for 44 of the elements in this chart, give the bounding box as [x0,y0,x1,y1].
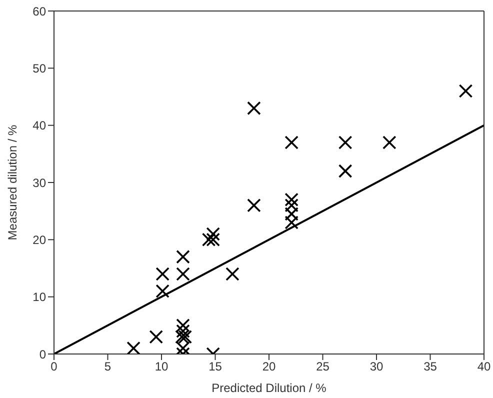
x-tick-label: 5 [104,360,112,374]
x-tick-label: 30 [370,360,384,374]
point [338,136,352,150]
y-tick-label: 30 [32,176,46,190]
x-tick-label: 20 [262,360,276,374]
point [284,198,298,212]
point [156,267,170,281]
y-tick-label: 60 [32,4,46,18]
x-tick-label: 15 [208,360,222,374]
point [126,341,140,354]
point [226,267,240,281]
point [284,192,298,207]
x-tick-label: 35 [424,360,438,374]
point [206,232,220,247]
y-tick-label: 10 [32,290,46,304]
point [176,318,190,332]
point [382,136,396,150]
y-tick-label: 20 [32,232,46,247]
x-axis-title: Predicted Dilution / % [212,381,327,395]
point [284,207,298,221]
point [206,227,220,241]
point [156,284,170,298]
point [149,330,164,344]
point [247,101,261,116]
point [176,250,190,264]
point [175,330,189,344]
point [176,324,190,338]
y-tick-label: 40 [32,118,46,133]
point [458,84,473,98]
point [284,216,298,230]
y-axis-title: Measured dilution / % [5,124,20,240]
point [202,232,216,247]
y-tick-label: 50 [32,61,46,76]
point [338,164,352,178]
x-tick-label: 40 [477,360,491,374]
y-tick-label: 0 [39,347,46,362]
point [178,330,192,344]
x-tick-label: 0 [50,360,58,374]
point [176,341,190,354]
x-tick-label: 10 [154,360,168,374]
x-tick-label: 25 [316,360,330,374]
point [284,136,298,150]
point [247,198,261,212]
point [176,267,190,281]
